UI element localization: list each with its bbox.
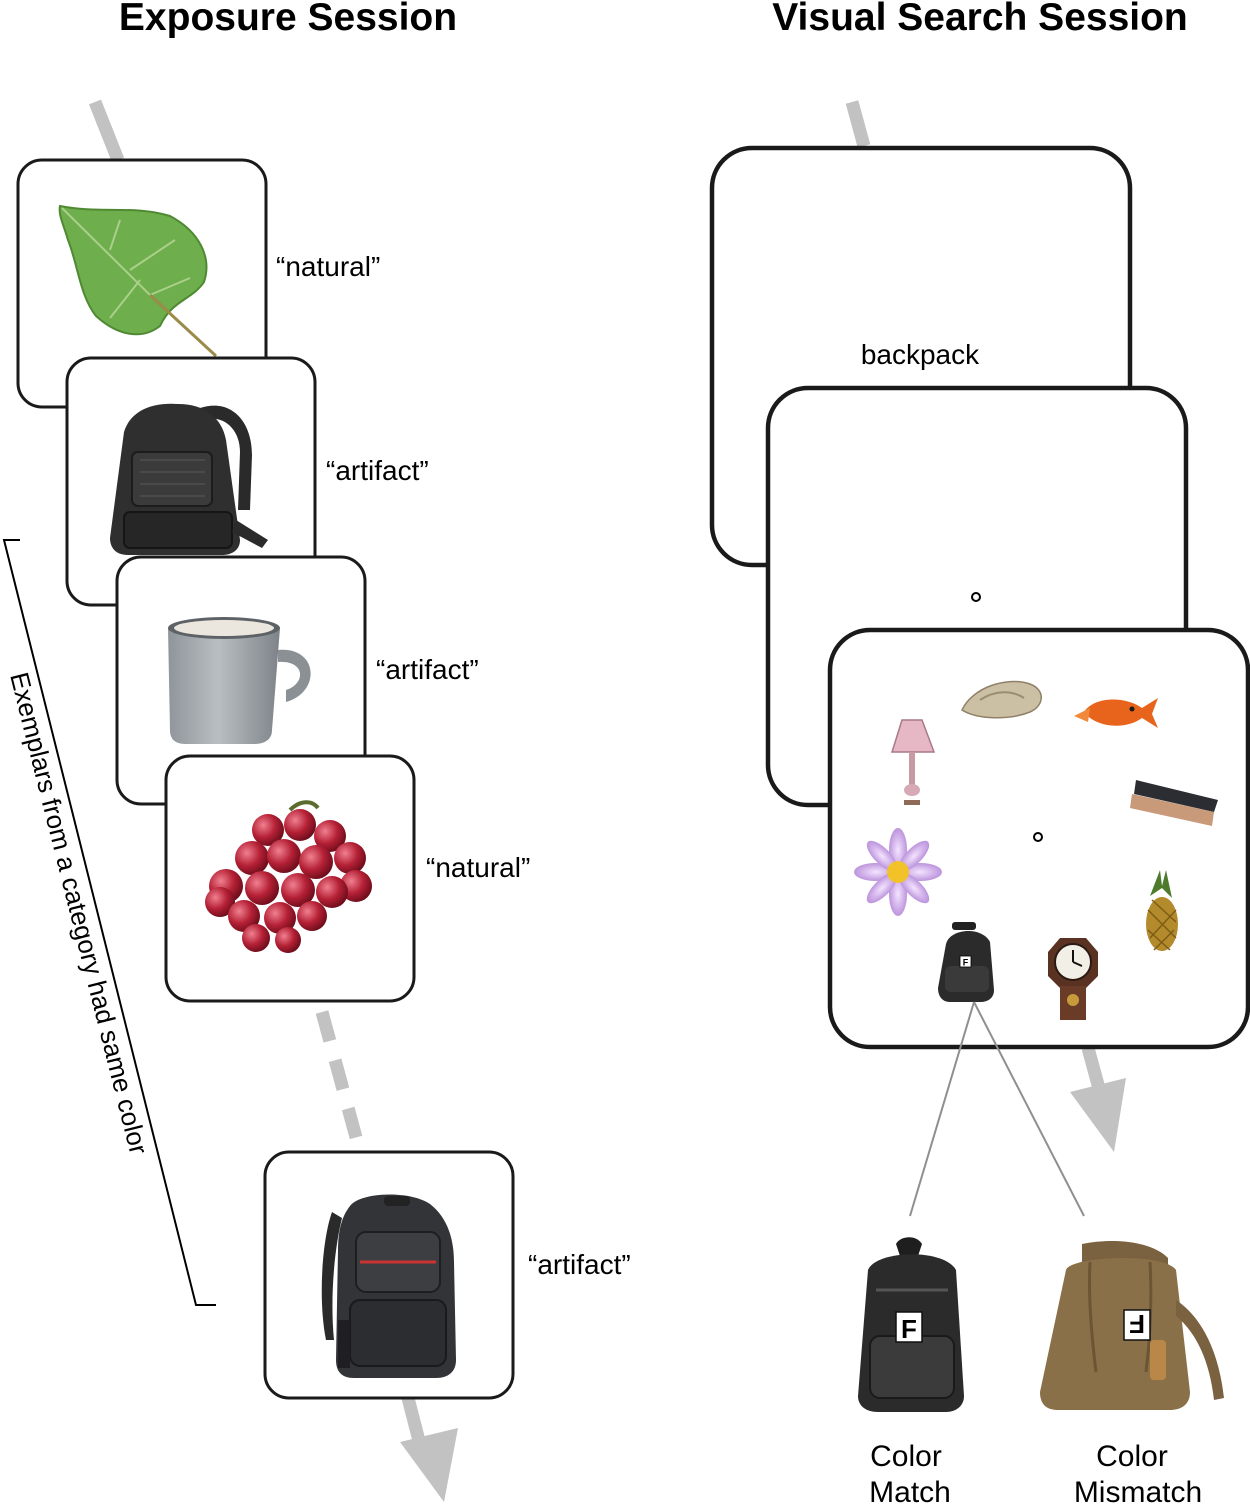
- exposure-session-title: Exposure Session: [119, 0, 457, 39]
- exposure-card-5: “artifact”: [263, 1150, 631, 1400]
- exposure-card-4: “natural”: [164, 754, 530, 1003]
- backpack-icon: [110, 403, 268, 555]
- backpack-icon: F: [938, 922, 994, 1002]
- goldfish-icon: [1074, 698, 1158, 728]
- exposure-timeline-arrow: [88, 99, 458, 1502]
- condition-label-line2: Mismatch: [1074, 1476, 1202, 1508]
- timeline-segment-top: [845, 100, 871, 148]
- timeline-segment-top: [88, 99, 125, 163]
- connector-to-color-match: [909, 1001, 975, 1217]
- timeline-arrowhead: [1070, 1078, 1126, 1152]
- fixation-point: [1033, 832, 1043, 842]
- response-label: “artifact”: [376, 654, 479, 685]
- lotus-icon: [854, 828, 942, 916]
- exposure-card-1: “natural”: [16, 158, 380, 409]
- timeline-dashed-segment: [315, 1010, 367, 1154]
- color-match-condition: F Color Match: [858, 1237, 964, 1508]
- mug-icon: [168, 617, 311, 744]
- clock-icon: [1048, 938, 1098, 1020]
- leaf-icon: [58, 204, 218, 358]
- timeline-segment-bottom: [1081, 1046, 1107, 1094]
- timeline-arrowhead: [400, 1428, 458, 1502]
- pineapple-icon: [1146, 870, 1178, 951]
- fixation-point: [971, 592, 981, 602]
- condition-label-line1: Color: [1096, 1440, 1168, 1473]
- response-label: “natural”: [426, 852, 530, 883]
- visual-search-session-title: Visual Search Session: [772, 0, 1188, 39]
- brush-icon: [1130, 780, 1218, 826]
- cue-word: backpack: [861, 339, 980, 370]
- search-display-frame: F: [827, 627, 1250, 1050]
- target-letter: F: [901, 1314, 917, 1344]
- condition-label-line1: Color: [870, 1440, 942, 1473]
- target-letter-mirrored: F: [1129, 1309, 1145, 1339]
- shell-icon: [961, 680, 1042, 719]
- exposure-card-3: “artifact”: [115, 555, 479, 806]
- backpack-icon: F: [858, 1237, 964, 1412]
- condition-label-line2: Match: [869, 1476, 951, 1508]
- response-label: “artifact”: [326, 455, 429, 486]
- connector-to-color-mismatch: [973, 1001, 1085, 1217]
- search-screen: [827, 627, 1250, 1050]
- lamp-icon: [890, 719, 936, 805]
- target-letter: F: [963, 958, 969, 968]
- color-mismatch-condition: F Color Mismatch: [1040, 1240, 1224, 1508]
- response-label: “artifact”: [528, 1249, 631, 1280]
- grapes-icon: [205, 800, 372, 953]
- backpack-icon: F: [1040, 1240, 1224, 1410]
- exposure-card-2: “artifact”: [65, 356, 429, 607]
- bracket-line: [2, 539, 216, 1306]
- backpack-icon: [321, 1194, 456, 1378]
- response-label: “natural”: [276, 251, 380, 282]
- search-timeline-arrow: [845, 100, 1126, 1152]
